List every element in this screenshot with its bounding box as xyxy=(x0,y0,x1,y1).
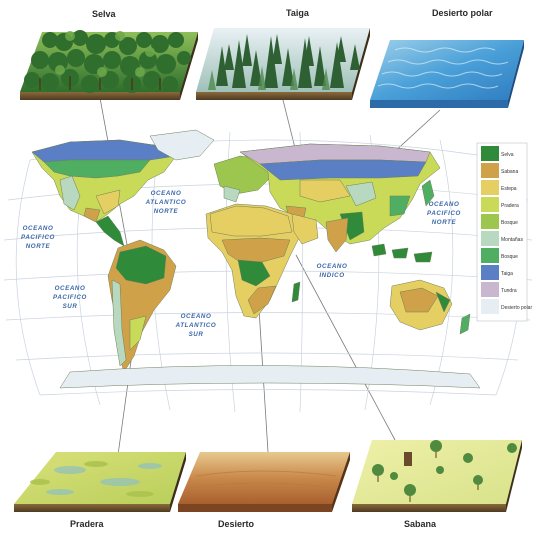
legend-swatch xyxy=(481,146,499,161)
ocean-pacifico-norte-west-line3: NORTE xyxy=(26,243,51,250)
ocean-pacifico-sur-line2: PACIFICO xyxy=(53,294,87,301)
ocean-pacifico-norte-west-line1: OCEANO xyxy=(23,225,54,232)
antarctica xyxy=(59,365,481,389)
continents xyxy=(31,129,481,389)
legend-swatch xyxy=(481,248,499,263)
ocean-pacifico-sur-line3: SUR xyxy=(63,303,78,310)
legend-label: Taiga xyxy=(501,271,513,277)
panel-desierto-polar xyxy=(370,40,524,108)
legend-item: Tundra xyxy=(481,282,517,297)
panel-label-desierto-polar: Desierto polar xyxy=(432,8,493,18)
india xyxy=(325,217,349,253)
asia xyxy=(239,143,441,245)
legend-swatch xyxy=(481,265,499,280)
panel-label-taiga: Taiga xyxy=(286,8,309,18)
ocean-pacifico-norte-west-line2: PACIFICO xyxy=(21,234,55,241)
greenland xyxy=(149,129,215,161)
legend-label: Estepa xyxy=(501,186,517,192)
ocean-atlantico-norte-line1: OCEANO xyxy=(151,190,182,197)
new-zealand xyxy=(459,313,471,335)
panel-pradera xyxy=(14,452,186,512)
legend-swatch xyxy=(481,163,499,178)
ocean-indico-line1: OCEANO xyxy=(317,263,348,270)
legend-label: Pradera xyxy=(501,203,519,209)
ocean-atlantico-norte-line2: ATLANTICO xyxy=(145,199,187,206)
panel-taiga xyxy=(196,28,370,100)
legend-item: Bosque xyxy=(481,248,518,263)
central-america xyxy=(95,215,125,247)
legend-item: Pradera xyxy=(481,197,519,212)
japan xyxy=(421,179,435,207)
legend-item: Taiga xyxy=(481,265,513,280)
legend-label: Bosque xyxy=(501,220,518,226)
ocean-atlantico-sur-line1: OCEANO xyxy=(181,313,212,320)
legend-swatch xyxy=(481,197,499,212)
australia xyxy=(389,279,453,331)
ocean-pacifico-norte-east-line3: NORTE xyxy=(432,219,457,226)
panel-label-sabana: Sabana xyxy=(404,519,437,529)
panel-selva xyxy=(20,30,198,100)
legend-label: Desierto polar xyxy=(501,305,532,311)
ocean-atlantico-norte-line3: NORTE xyxy=(154,208,179,215)
legend-item: Montañas xyxy=(481,231,523,246)
madagascar xyxy=(291,281,301,303)
legend-swatch xyxy=(481,282,499,297)
legend-item: Estepa xyxy=(481,180,517,195)
south-america xyxy=(107,239,177,373)
legend-swatch xyxy=(481,231,499,246)
ocean-pacifico-norte-east-line2: PACIFICO xyxy=(427,210,461,217)
legend-label: Tundra xyxy=(501,288,517,294)
legend-label: Sabana xyxy=(501,169,518,175)
panel-desierto xyxy=(178,452,350,512)
europe xyxy=(213,155,273,203)
legend-label: Selva xyxy=(501,152,514,158)
biome-legend: Selva Sabana Estepa Pradera Bosque Monta… xyxy=(476,142,532,322)
connector-sabana xyxy=(295,254,396,441)
legend-label: Montañas xyxy=(501,237,523,243)
arabia xyxy=(291,213,319,245)
legend-swatch xyxy=(481,180,499,195)
ocean-labels: OCEANO ATLANTICO NORTE OCEANO PACIFICO N… xyxy=(21,190,461,338)
panel-label-pradera: Pradera xyxy=(70,519,104,529)
legend-item: Desierto polar xyxy=(481,299,532,314)
ocean-pacifico-sur-line1: OCEANO xyxy=(55,285,86,292)
panel-sabana xyxy=(352,440,522,512)
southeast-asia-islands xyxy=(371,243,433,263)
legend-swatch xyxy=(481,299,499,314)
legend-swatch xyxy=(481,214,499,229)
ocean-atlantico-sur-line3: SUR xyxy=(189,331,204,338)
africa xyxy=(205,203,301,319)
ocean-pacifico-norte-east-line1: OCEANO xyxy=(429,201,460,208)
legend-label: Bosque xyxy=(501,254,518,260)
legend-item: Selva xyxy=(481,146,514,161)
north-america xyxy=(31,139,177,223)
legend-item: Bosque xyxy=(481,214,518,229)
panel-label-selva: Selva xyxy=(92,9,116,19)
legend-item: Sabana xyxy=(481,163,518,178)
ocean-atlantico-sur-line2: ATLANTICO xyxy=(175,322,217,329)
panel-label-desierto: Desierto xyxy=(218,519,255,529)
ocean-indico-line2: INDICO xyxy=(319,272,344,279)
